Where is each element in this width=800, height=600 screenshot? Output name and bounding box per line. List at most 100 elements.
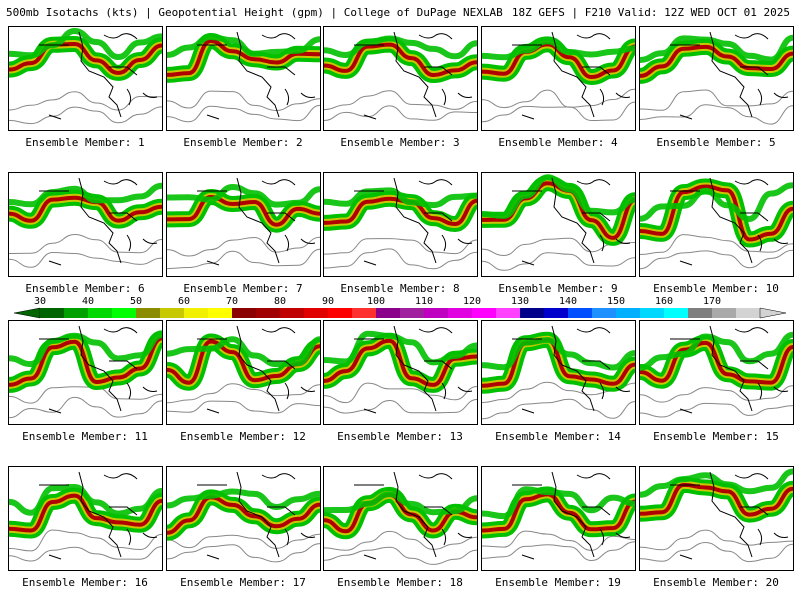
color-scale-swatch (616, 308, 640, 318)
color-scale-swatch (376, 308, 400, 318)
scale-tick-label: 120 (462, 296, 482, 307)
ensemble-map-panel (639, 26, 794, 131)
ensemble-map-graphic (482, 31, 635, 123)
color-scale-swatch (520, 308, 544, 318)
ensemble-map-panel (481, 172, 636, 277)
color-scale-swatch (256, 308, 280, 318)
color-scale-swatch (472, 308, 496, 318)
title-product: 500mb Isotachs (kts) | Geopotential Heig… (6, 6, 503, 19)
scale-tick-label: 40 (81, 296, 95, 307)
ensemble-map-graphic (324, 325, 477, 414)
ensemble-map-graphic (324, 471, 477, 565)
ensemble-member-label: Ensemble Member: 2 (183, 136, 303, 149)
ensemble-map-panel (481, 320, 636, 425)
color-scale-swatch (112, 308, 136, 318)
color-scale-swatch (736, 308, 760, 318)
ensemble-member-label: Ensemble Member: 15 (653, 430, 779, 443)
color-scale-swatch (400, 308, 424, 318)
scale-arrow-right (759, 307, 787, 319)
ensemble-map-graphic (640, 468, 793, 563)
ensemble-member-label: Ensemble Member: 19 (495, 576, 621, 589)
color-scale-swatch (328, 308, 352, 318)
ensemble-member-label: Ensemble Member: 7 (183, 282, 303, 295)
color-scale-swatch (664, 308, 688, 318)
ensemble-map-graphic (324, 177, 477, 270)
ensemble-map-panel (323, 172, 478, 277)
ensemble-member-label: Ensemble Member: 13 (337, 430, 463, 443)
color-scale-swatch (640, 308, 664, 318)
ensemble-map-panel (323, 320, 478, 425)
color-scale-swatch (496, 308, 520, 318)
ensemble-member-label: Ensemble Member: 14 (495, 430, 621, 443)
ensemble-member-label: Ensemble Member: 20 (653, 576, 779, 589)
ensemble-member-label: Ensemble Member: 10 (653, 282, 779, 295)
ensemble-map-graphic (640, 325, 793, 418)
ensemble-map-graphic (482, 325, 635, 420)
scale-tick-label: 100 (366, 296, 386, 307)
ensemble-map-panel (166, 466, 321, 571)
scale-tick-label: 70 (225, 296, 239, 307)
ensemble-map-graphic (167, 177, 320, 270)
title-valid-time: 18Z GEFS | F210 Valid: 12Z WED OCT 01 20… (511, 6, 790, 19)
ensemble-map-panel (481, 26, 636, 131)
color-scale-swatch (448, 308, 472, 318)
ensemble-map-graphic (9, 177, 162, 268)
color-scale-bar (13, 307, 787, 319)
color-scale-swatch (592, 308, 616, 318)
ensemble-member-label: Ensemble Member: 1 (25, 136, 145, 149)
ensemble-map-graphic (167, 31, 320, 123)
scale-tick-label: 150 (606, 296, 626, 307)
scale-tick-label: 30 (33, 296, 47, 307)
ensemble-member-label: Ensemble Member: 11 (22, 430, 148, 443)
ensemble-map-panel (639, 172, 794, 277)
ensemble-map-graphic (640, 177, 793, 270)
scale-tick-label: 140 (558, 296, 578, 307)
scale-tick-label: 50 (129, 296, 143, 307)
ensemble-member-label: Ensemble Member: 16 (22, 576, 148, 589)
color-scale-swatch (208, 308, 232, 318)
color-scale-swatch (160, 308, 184, 318)
ensemble-member-label: Ensemble Member: 5 (656, 136, 776, 149)
scale-tick-label: 170 (702, 296, 722, 307)
ensemble-map-panel (8, 26, 163, 131)
map-title: 500mb Isotachs (kts) | Geopotential Heig… (6, 6, 794, 20)
color-scale-swatch (568, 308, 592, 318)
ensemble-map-graphic (482, 174, 635, 271)
color-scale-swatch (280, 308, 304, 318)
ensemble-map-panel (8, 320, 163, 425)
ensemble-member-label: Ensemble Member: 3 (340, 136, 460, 149)
ensemble-map-graphic (9, 471, 162, 562)
scale-tick-label: 110 (414, 296, 434, 307)
color-scale-swatch (304, 308, 328, 318)
color-scale-swatch (688, 308, 712, 318)
color-scale-swatch (184, 308, 208, 318)
ensemble-map-panel (166, 172, 321, 277)
scale-tick-label: 60 (177, 296, 191, 307)
ensemble-map-graphic (167, 325, 320, 414)
scale-arrow-left (13, 307, 41, 319)
color-scale-swatch (544, 308, 568, 318)
scale-tick-label: 90 (321, 296, 335, 307)
ensemble-member-label: Ensemble Member: 17 (180, 576, 306, 589)
ensemble-map-graphic (9, 27, 162, 125)
color-scale-swatch (136, 308, 160, 318)
ensemble-member-label: Ensemble Member: 9 (498, 282, 618, 295)
color-scale-swatch (232, 308, 256, 318)
ensemble-member-label: Ensemble Member: 8 (340, 282, 460, 295)
ensemble-map-panel (8, 172, 163, 277)
ensemble-map-panel (166, 320, 321, 425)
color-scale-swatch (712, 308, 736, 318)
ensemble-map-graphic (482, 471, 635, 562)
color-scale-swatch (64, 308, 88, 318)
ensemble-map-graphic (9, 325, 162, 419)
scale-tick-label: 160 (654, 296, 674, 307)
ensemble-map-graphic (324, 31, 477, 121)
ensemble-map-panel (639, 320, 794, 425)
ensemble-member-label: Ensemble Member: 12 (180, 430, 306, 443)
scale-tick-label: 80 (273, 296, 287, 307)
color-scale-swatch (88, 308, 112, 318)
ensemble-map-panel (323, 26, 478, 131)
scale-tick-label: 130 (510, 296, 530, 307)
ensemble-member-label: Ensemble Member: 6 (25, 282, 145, 295)
ensemble-map-graphic (167, 471, 320, 563)
